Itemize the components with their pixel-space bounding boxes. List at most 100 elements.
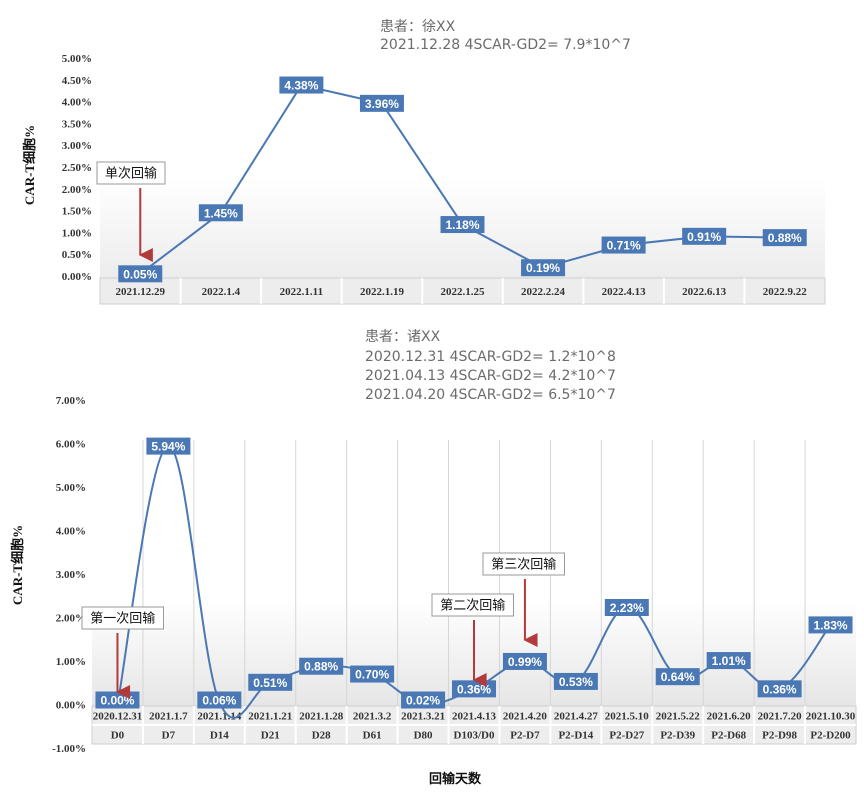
chart2-x-tick-label: 2021.3.21 — [401, 711, 445, 723]
chart2-y-tick-label: 1.00% — [56, 656, 86, 668]
chart2-data-label: 0.06% — [197, 691, 242, 709]
chart1-y-tick-label: 2.50% — [62, 162, 92, 174]
chart1-data-label: 0.71% — [601, 236, 646, 254]
chart1-x-tick-label: 2022.2.24 — [521, 286, 566, 298]
chart2-data-label: 0.99% — [502, 652, 547, 670]
chart2-x-tick-label: 2021.5.10 — [605, 711, 650, 723]
chart2-data-label-box — [146, 437, 191, 455]
chart2-annotation-text: 第一次回输 — [90, 611, 155, 627]
chart1-y-tick-label: 5.00% — [62, 53, 92, 65]
chart1-data-label-box — [359, 94, 404, 112]
chart2-x-tick-label: 2021.4.13 — [452, 711, 497, 723]
chart2-plot: -1.00% 0.00% 1.00% 2.00% 3.00% 4.00% 5.00% 6.00… — [52, 395, 857, 755]
chart2-data-label-text: 0.99% — [508, 655, 542, 669]
chart2-x-tick-label: 2021.1.14 — [197, 711, 242, 723]
chart1-data-label: 0.19% — [521, 259, 566, 277]
chart1-data-label: 1.18% — [440, 216, 485, 234]
chart2-data-label: 2.23% — [604, 598, 649, 616]
chart2-data-label-box — [757, 680, 802, 698]
chart1-data-label: 0.05% — [118, 265, 163, 283]
chart1-annotation-text: 单次回输 — [105, 166, 157, 182]
chart2-y-tick-label: -1.00% — [52, 743, 86, 755]
chart2-x-tick-label: 2021.6.20 — [707, 711, 752, 723]
chart2-title-line1: 患者：诸XX — [365, 329, 441, 345]
chart1-plot: 0.00% 0.50% 1.00% 1.50% 2.00% 2.50% 3.00% 3.50%… — [62, 53, 826, 305]
chart2-data-label-text: 5.94% — [151, 440, 185, 454]
chart1-data-label-text: 0.88% — [768, 231, 802, 245]
chart2-data-label-text: 0.53% — [559, 675, 593, 689]
chart2-x-axis-label: 回输天数 — [429, 771, 482, 786]
chart2-data-label-text: 0.36% — [457, 682, 491, 696]
chart1-y-tick-label: 0.50% — [62, 249, 92, 261]
chart2-data-label-box — [706, 652, 751, 670]
chart2-data-label: 1.83% — [808, 616, 853, 634]
chart2-data-label: 0.36% — [452, 680, 496, 698]
chart2-data-label: 1.01% — [706, 652, 751, 670]
chart2-y-axis-label: CAR-T细胞% — [10, 525, 25, 605]
chart2-day-label: P2-D39 — [660, 730, 695, 742]
chart2-annotation: 第一次回输 — [81, 606, 164, 699]
chart1-data-label-box — [440, 216, 485, 234]
chart2-data-label-text: 0.70% — [355, 668, 389, 682]
chart2-y-tick-label: 4.00% — [56, 526, 86, 538]
chart2-data-label-box — [248, 673, 293, 691]
chart2-data-label: 0.36% — [757, 680, 802, 698]
chart1-data-label-text: 1.45% — [204, 206, 238, 220]
chart2-data-label: 0.02% — [401, 691, 446, 709]
chart2-data-label-text: 0.06% — [202, 694, 236, 708]
chart2-title-line3: 2021.04.13 4SCAR-GD2= 4.2*10^7 — [365, 368, 616, 384]
chart1-y-tick-label: 1.50% — [62, 206, 92, 218]
chart2-x-tick-label: 2021.10.30 — [806, 711, 856, 723]
chart2-day-label: P2-D14 — [558, 730, 593, 742]
chart1-data-label-box — [762, 229, 807, 247]
chart2-day-label: D28 — [312, 730, 331, 742]
chart2-day-label: D21 — [261, 730, 280, 742]
chart2-data-label-text: 1.83% — [814, 618, 848, 632]
chart1-data-label-box — [118, 265, 163, 283]
chart2-data-label-text: 0.02% — [406, 694, 440, 708]
chart1-data-label: 0.91% — [682, 227, 727, 245]
chart2-data-label-text: 0.88% — [304, 660, 338, 674]
chart2-day-label: P2-D27 — [609, 730, 644, 742]
chart1-annotation-box — [96, 161, 166, 185]
chart2-annotation-box — [81, 606, 164, 630]
chart1-data-label: 3.96% — [359, 94, 404, 112]
chart2-data-label-text: 0.64% — [661, 670, 695, 684]
chart2-title-line2: 2020.12.31 4SCAR-GD2= 1.2*10^8 — [365, 349, 616, 365]
chart2-title-line4: 2021.04.20 4SCAR-GD2= 6.5*10^7 — [365, 387, 616, 403]
chart2-x-tick-label: 2021.1.21 — [248, 711, 292, 723]
chart2-data-label-text: 0.51% — [253, 676, 287, 690]
chart2-data-label: 5.94% — [146, 437, 191, 455]
chart2-data-label: 0.88% — [299, 657, 344, 675]
chart2-day-label: D80 — [414, 730, 433, 742]
chart2-y-tick-label: 2.00% — [56, 613, 86, 625]
chart1-x-tick-label: 2022.1.4 — [202, 286, 241, 298]
chart1-data-label-text: 3.96% — [365, 97, 399, 111]
chart1-x-tick-label: 2021.12.29 — [116, 286, 166, 298]
chart1-y-tick-label: 3.50% — [62, 118, 92, 130]
chart1-x-tick-label: 2022.6.13 — [682, 286, 727, 298]
chart2-annotation-box — [431, 593, 514, 617]
chart1-data-label-text: 0.71% — [607, 239, 641, 253]
chart1-data-label-text: 0.91% — [687, 230, 721, 244]
chart2-data-label-box — [502, 652, 547, 670]
chart1-data-label: 1.45% — [198, 204, 243, 222]
chart2-y-tick-label: 6.00% — [56, 439, 86, 451]
chart1-data-label-box — [198, 204, 243, 222]
chart2-x-tick-label: 2021.5.22 — [656, 711, 701, 723]
chart2-annotation-text: 第二次回输 — [440, 598, 505, 614]
chart2-data-label-box — [197, 691, 242, 709]
chart2-data-label-text: 2.23% — [610, 601, 644, 615]
chart1-y-tick-label: 3.00% — [62, 140, 92, 152]
chart2-x-tick-label: 2021.4.27 — [554, 711, 599, 723]
chart1-data-label-text: 4.38% — [284, 79, 318, 93]
chart1-data-label-box — [682, 227, 727, 245]
chart2-annotation: 第二次回输 — [431, 593, 514, 687]
chart2-x-tick-label: 2021.3.2 — [353, 711, 392, 723]
chart1-category-table — [99, 277, 826, 305]
chart2-data-label-box — [350, 665, 395, 683]
chart2-y-tick-label: 3.00% — [56, 569, 86, 581]
chart2-x-tick-label: 2021.1.28 — [299, 711, 344, 723]
chart1-y-axis-label: CAR-T细胞% — [22, 125, 37, 205]
